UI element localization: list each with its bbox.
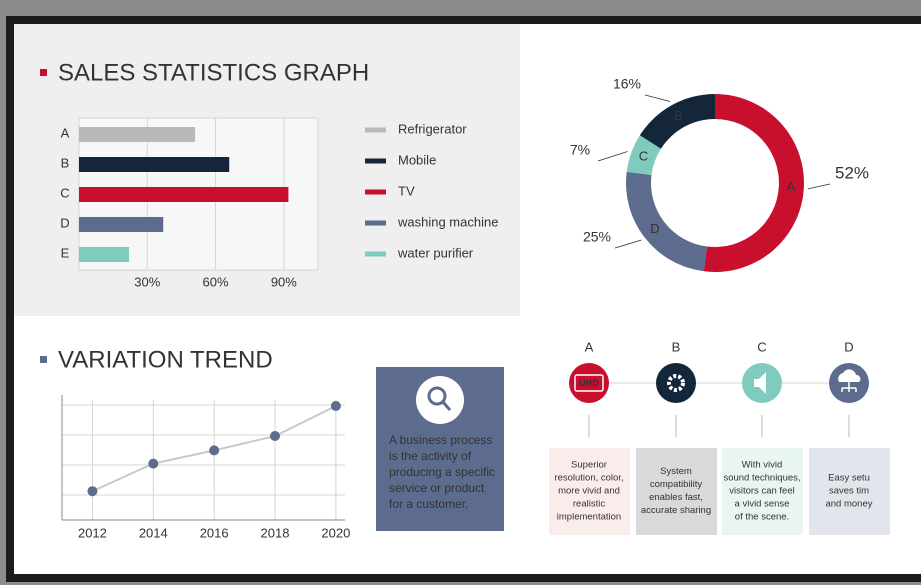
x-tick-label: 2016 [200,525,229,540]
feature-letter: C [757,339,766,354]
y-tick-label: C [60,185,69,200]
x-tick-label: 2020 [321,525,350,540]
chart-title: VARIATION TREND [58,346,273,373]
y-tick-label: D [60,215,69,230]
value-label: 52% [835,163,869,182]
info-icon [416,376,464,424]
feature-text: With vivid [742,460,783,471]
info-text: producing a specific [389,465,495,479]
x-tick-label: 2018 [261,525,290,540]
feature-text: Easy setu [828,473,870,484]
feature-text: Superior [571,460,607,471]
x-tick-label: 30% [134,274,160,289]
point [209,445,219,455]
icon-text: UHD [579,378,599,388]
value-label: 25% [583,229,611,245]
point [87,486,97,496]
bar [79,247,129,262]
legend-label: washing machine [397,214,498,229]
point [270,431,280,441]
feature-text: visitors can feel [729,486,794,497]
feature-text: resolution, color, [554,473,623,484]
bar [79,157,229,172]
feature-text: enables fast, [649,492,703,503]
segment-label: B [674,108,683,123]
feature-text: sound techniques, [723,473,800,484]
bar [79,127,195,142]
legend-swatch [365,190,386,195]
feature-text: saves tim [829,486,869,497]
feature-text: more vivid and [558,486,620,497]
title-bullet [40,356,47,363]
x-tick-label: 2014 [139,525,168,540]
point [331,401,341,411]
legend-swatch [365,252,386,257]
x-tick-label: 90% [271,274,297,289]
legend-label: Mobile [398,152,436,167]
feature-text: compatibility [650,479,703,490]
y-tick-label: E [61,245,70,260]
legend-swatch [365,221,386,226]
info-text: service or product [389,481,485,495]
screen: SALES STATISTICS GRAPH VARIATION TREND 3… [0,0,921,585]
segment-label: A [787,179,796,194]
y-tick-label: B [61,155,70,170]
feature-text: realistic [573,499,605,510]
segment-label: D [650,221,659,236]
feature-letter: A [585,339,594,354]
point [148,459,158,469]
legend-label: TV [398,183,415,198]
chart-title: SALES STATISTICS GRAPH [58,59,369,86]
page: SALES STATISTICS GRAPH VARIATION TREND 3… [0,0,921,585]
value-label: 7% [570,142,590,158]
feature-text: and money [825,499,872,510]
legend-swatch [365,128,386,133]
info-text: is the activity of [389,449,472,463]
bar [79,217,163,232]
feature-letter: B [672,339,681,354]
title-bullet [40,69,47,76]
info-text: for a customer. [389,497,468,511]
feature-text: a vivid sense [735,499,790,510]
info-text: A business process [389,433,492,447]
feature-text: System [660,466,692,477]
x-tick-label: 60% [203,274,229,289]
bar [79,187,288,202]
feature-letter: D [844,339,853,354]
legend-label: water purifier [397,245,474,260]
legend-swatch [365,159,386,164]
y-tick-label: A [61,125,70,140]
feature-text: implementation [557,512,621,523]
value-label: 16% [613,76,641,92]
feature-text: accurate sharing [641,505,711,516]
feature-text: of the scene. [735,512,789,523]
segment-label: C [639,149,648,164]
x-tick-label: 2012 [78,525,107,540]
legend-label: Refrigerator [398,121,467,136]
gear-hub [674,381,679,386]
